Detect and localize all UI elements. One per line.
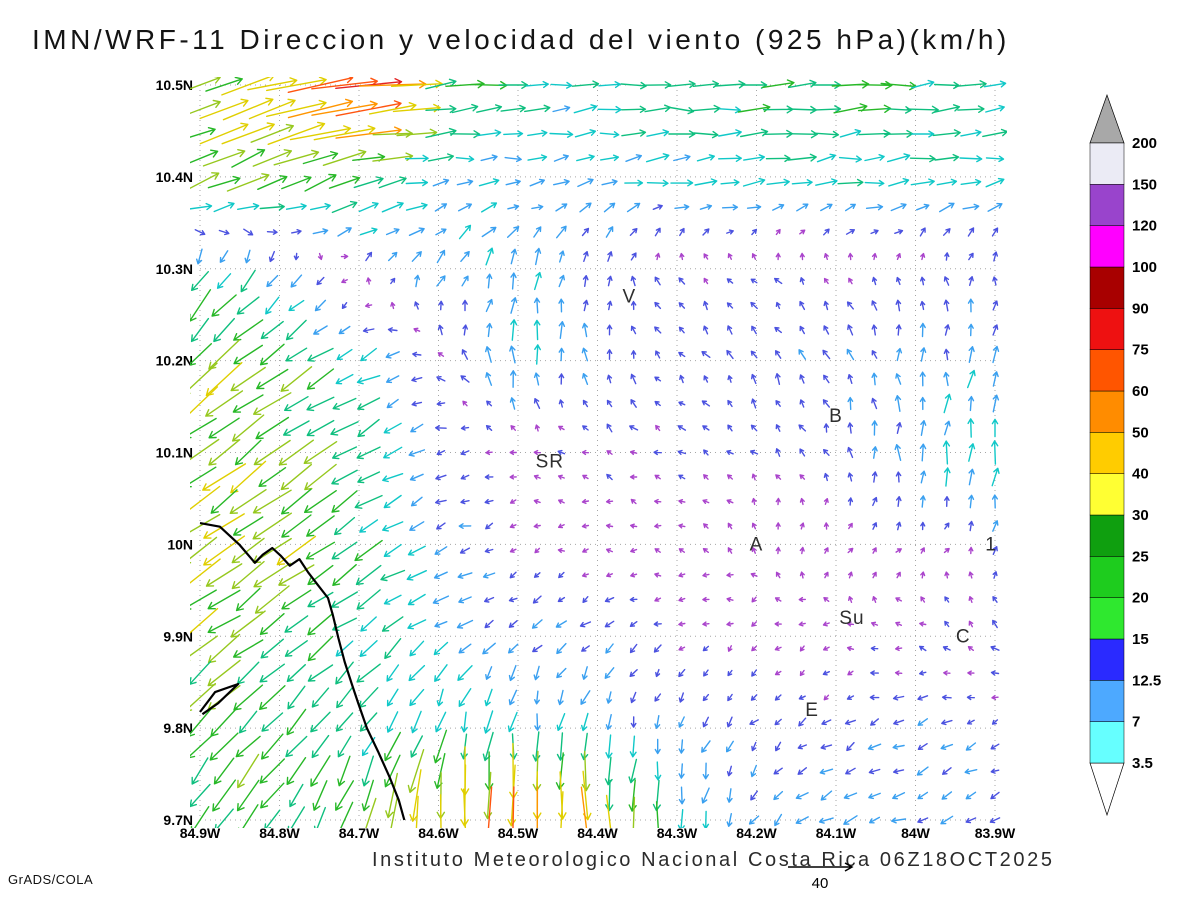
colorbar-band: [1089, 514, 1125, 557]
lat-tick-label: 9.8N: [163, 720, 193, 736]
colorbar-tick-label: 40: [1132, 466, 1149, 483]
lat-tick-label: 10.3N: [156, 261, 193, 277]
station-labels: V B SR A 1 Su C E: [536, 286, 997, 721]
colorbar-band: [1089, 432, 1125, 474]
lon-tick-label: 84.3W: [657, 825, 698, 841]
gridlines: [199, 84, 996, 821]
lon-tick-label: 84.7W: [339, 825, 380, 841]
footer-caption: Instituto Meteorologico Nacional Costa R…: [372, 849, 1055, 871]
colorbar-tick-label: 75: [1132, 342, 1149, 359]
station-label: SR: [536, 452, 564, 473]
lon-tick-label: 84.2W: [736, 825, 777, 841]
lon-tick-label: 84.9W: [180, 825, 221, 841]
colorbar-band: [1089, 390, 1125, 433]
colorbar-band: [1089, 680, 1125, 722]
lon-tick-label: 84.4W: [577, 825, 618, 841]
colorbar-band: [1089, 142, 1125, 185]
station-label: A: [750, 534, 764, 555]
colorbar-tick-label: 120: [1132, 218, 1157, 235]
lat-tick-label: 10.4N: [156, 169, 193, 185]
chart-title: IMN/WRF-11 Direccion y velocidad del vie…: [32, 24, 1010, 55]
station-label: V: [622, 286, 636, 307]
colorbar-band: [1089, 473, 1125, 516]
lon-tick-label: 84.1W: [816, 825, 857, 841]
colorbar-band: [1089, 266, 1125, 309]
colorbar-tick-label: 30: [1132, 507, 1149, 524]
coastline: [199, 522, 406, 821]
grads-credit: GrADS/COLA: [8, 872, 94, 887]
lon-tick-label: 84.6W: [418, 825, 459, 841]
colorbar-band: [1089, 349, 1125, 392]
lon-tick-label: 84.8W: [259, 825, 300, 841]
reference-vector-label: 40: [812, 875, 829, 892]
colorbar-tick-label: 50: [1132, 424, 1149, 441]
colorbar-tick-label: 25: [1132, 548, 1149, 565]
lat-tick-label: 10.5N: [156, 77, 193, 93]
colorbar-band: [1089, 308, 1125, 350]
colorbar-band: [1089, 638, 1125, 681]
lon-tick-label: 83.9W: [975, 825, 1016, 841]
station-label: C: [956, 626, 971, 647]
lat-axis-labels: 10.5N 10.4N 10.3N 10.2N 10.1N 10N 9.9N 9.8N 9.7N: [156, 77, 193, 828]
colorbar-band: [1089, 721, 1125, 764]
station-label: B: [829, 406, 843, 427]
wind-vectors: [190, 77, 1007, 828]
lon-tick-label: 84W: [901, 825, 931, 841]
colorbar-tick-label: 150: [1132, 176, 1157, 193]
lat-tick-label: 10.2N: [156, 353, 193, 369]
colorbar-tick-label: 20: [1132, 590, 1149, 607]
lon-tick-label: 84.5W: [498, 825, 539, 841]
colorbar-band: [1089, 597, 1125, 640]
colorbar-tick-label: 15: [1132, 631, 1149, 648]
station-label: E: [805, 700, 819, 721]
lat-tick-label: 10.1N: [156, 445, 193, 461]
colorbar-tick-label: 60: [1132, 383, 1149, 400]
colorbar-band: [1089, 184, 1125, 226]
colorbar-tick-label: 90: [1132, 300, 1149, 317]
colorbar-tick-label: 12.5: [1132, 672, 1161, 689]
colorbar-above-max: [1089, 93, 1125, 144]
colorbar-tick-label: 200: [1132, 135, 1157, 152]
lon-axis-labels: 84.9W 84.8W 84.7W 84.6W 84.5W 84.4W 84.3W 84.2W…: [180, 825, 1016, 841]
lat-tick-label: 9.7N: [163, 812, 193, 828]
colorbar-tick-label: 100: [1132, 259, 1157, 276]
colorbar-tick-label: 7: [1132, 714, 1140, 731]
station-label: 1: [985, 534, 997, 555]
colorbar: 3.5 7 12.5 15 20 25 30 40 50 60 75 90 100 120 150 200: [1089, 93, 1161, 817]
colorbar-below-min: [1089, 762, 1125, 817]
colorbar-tick-label: 3.5: [1132, 755, 1153, 772]
lat-tick-label: 9.9N: [163, 628, 193, 644]
station-label: Su: [839, 608, 864, 629]
lat-tick-label: 10N: [167, 536, 193, 552]
colorbar-band: [1089, 556, 1125, 598]
colorbar-band: [1089, 225, 1125, 268]
